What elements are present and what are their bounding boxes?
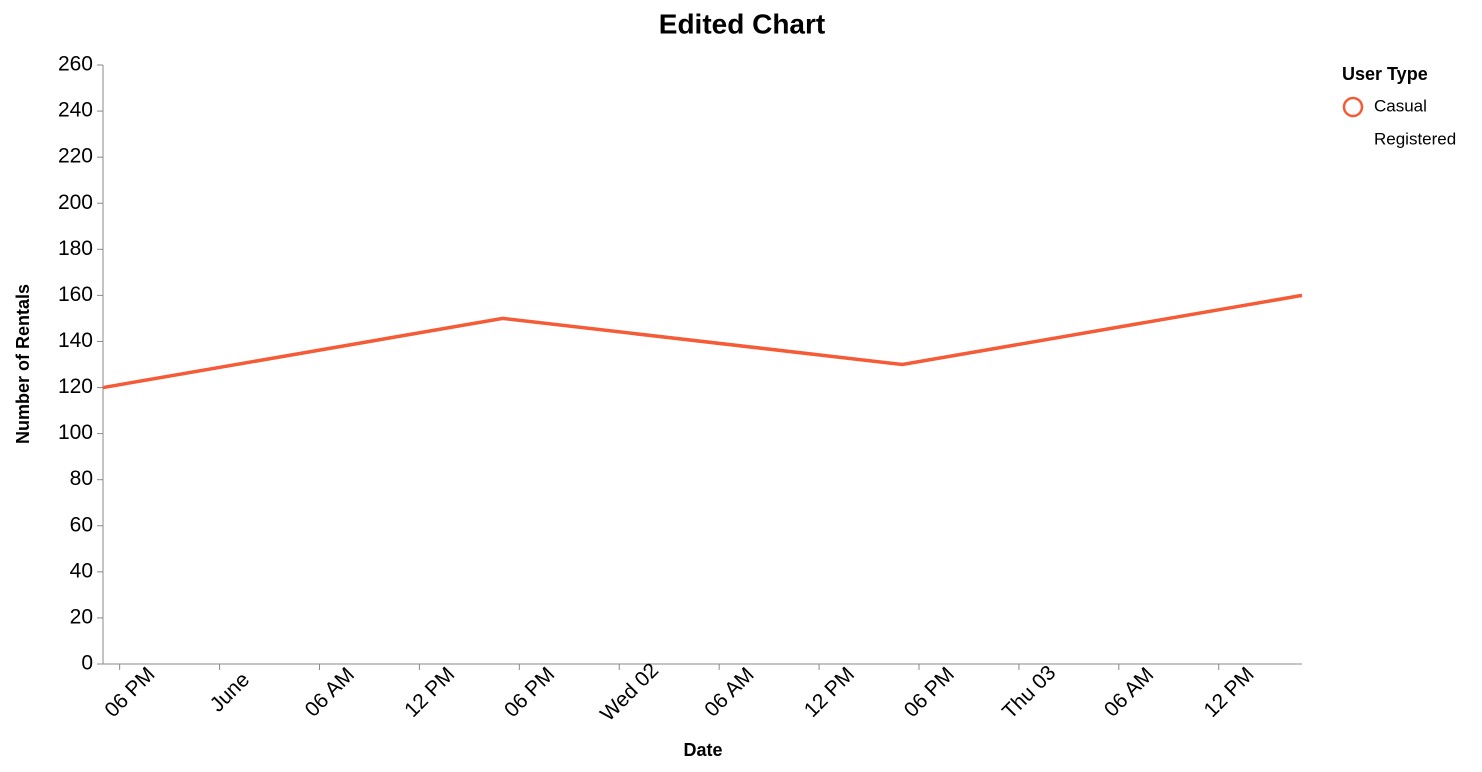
- legend-symbol: [1342, 96, 1364, 118]
- y-tick-label: 220: [58, 145, 93, 168]
- y-tick-label: 160: [58, 283, 93, 306]
- chart-title: Edited Chart: [659, 8, 825, 39]
- line: [102, 293, 1303, 390]
- x-tick-label: 06 AM: [700, 663, 758, 721]
- x-tick-label: 06 PM: [900, 663, 959, 722]
- y-tick-label: 60: [70, 513, 93, 536]
- y-tick-label: 260: [58, 53, 93, 76]
- y-tick-label: 140: [58, 329, 93, 352]
- legend-title: User Type: [1342, 64, 1428, 84]
- legend-label: Casual: [1374, 96, 1427, 115]
- y-tick-label: 20: [70, 605, 93, 628]
- x-tick-label: 12 PM: [800, 663, 859, 722]
- x-tick-label: Wed 02: [596, 659, 663, 726]
- y-tick-label: 240: [58, 99, 93, 122]
- x-tick-label: 06 PM: [100, 663, 159, 722]
- x-tick-label: June: [206, 668, 254, 716]
- x-tick-label: 06 PM: [500, 663, 559, 722]
- x-tick-label: 12 PM: [1199, 663, 1258, 722]
- y-tick-label: 120: [58, 375, 93, 398]
- x-tick-label: 06 AM: [1100, 663, 1158, 721]
- legend-label: Registered: [1374, 129, 1456, 148]
- y-tick-label: 40: [70, 559, 93, 582]
- y-tick-label: 100: [58, 421, 93, 444]
- y-tick-label: 180: [58, 237, 93, 260]
- x-tick-label: 06 AM: [301, 663, 359, 721]
- y-tick-label: 80: [70, 467, 93, 490]
- y-tick-label: 200: [58, 191, 93, 214]
- y-axis-title: Number of Rentals: [13, 284, 33, 444]
- x-axis-title: Date: [683, 740, 722, 760]
- x-tick-label: Thu 03: [998, 661, 1061, 724]
- x-tick-label: 12 PM: [400, 663, 459, 722]
- y-tick-label: 0: [81, 652, 93, 675]
